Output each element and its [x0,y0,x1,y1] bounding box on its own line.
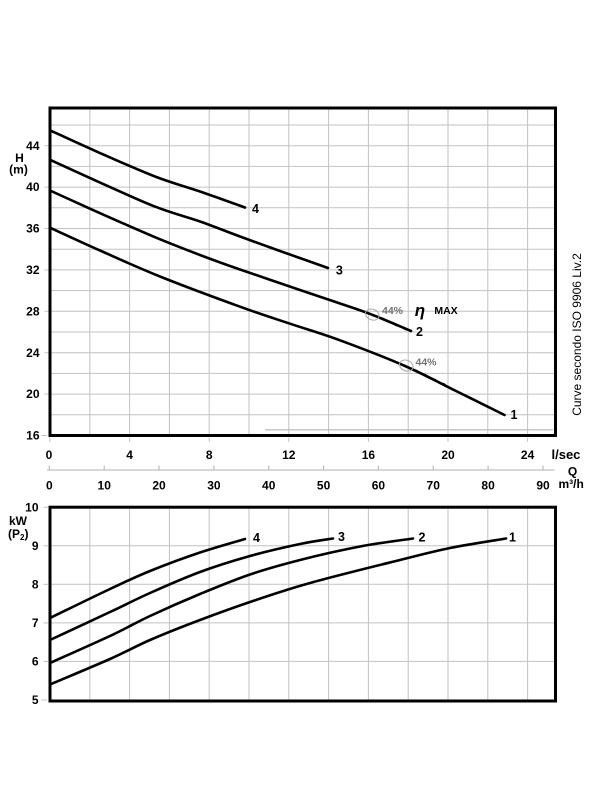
svg-text:9: 9 [32,539,39,553]
svg-text:44%: 44% [415,357,437,369]
svg-text:η: η [415,301,425,320]
svg-text:Q: Q [568,465,577,479]
svg-text:10: 10 [25,500,39,514]
svg-text:6: 6 [32,655,39,669]
svg-text:16: 16 [362,448,376,462]
svg-text:40: 40 [26,180,40,194]
svg-text:44%: 44% [382,305,404,317]
svg-text:8: 8 [206,448,213,462]
svg-text:7: 7 [32,616,39,630]
svg-text:5: 5 [32,693,39,707]
svg-text:2: 2 [419,531,426,545]
svg-text:28: 28 [26,304,40,318]
svg-text:10: 10 [98,479,112,493]
svg-text:H: H [15,151,24,165]
svg-text:44: 44 [26,139,40,153]
svg-text:90: 90 [536,479,550,493]
svg-text:4: 4 [253,531,260,545]
svg-text:30: 30 [207,479,221,493]
svg-text:12: 12 [282,448,296,462]
svg-text:24: 24 [26,346,40,360]
svg-text:1: 1 [511,408,518,422]
svg-text:3: 3 [338,530,345,544]
svg-text:40: 40 [262,479,276,493]
svg-text:Curve secondo ISO 9906 Liv.2: Curve secondo ISO 9906 Liv.2 [570,253,584,416]
svg-text:1: 1 [509,531,516,545]
svg-text:0: 0 [46,448,53,462]
svg-text:16: 16 [26,429,40,443]
svg-text:m³/h: m³/h [559,477,584,491]
svg-text:kW: kW [9,514,28,528]
svg-text:36: 36 [26,222,40,236]
svg-text:20: 20 [26,387,40,401]
svg-text:MAX: MAX [434,305,457,317]
svg-text:50: 50 [317,479,331,493]
svg-text:0: 0 [46,479,53,493]
svg-text:24: 24 [521,448,535,462]
svg-text:20: 20 [441,448,455,462]
svg-text:60: 60 [372,479,386,493]
svg-text:8: 8 [32,578,39,592]
svg-text:(P2): (P2) [8,527,28,542]
svg-text:20: 20 [152,479,166,493]
svg-text:(m): (m) [9,163,28,177]
svg-text:2: 2 [416,325,423,339]
svg-text:l/sec: l/sec [552,447,581,462]
svg-text:4: 4 [126,448,133,462]
svg-text:3: 3 [336,264,343,278]
svg-text:4: 4 [252,202,259,216]
svg-text:32: 32 [26,263,40,277]
svg-text:70: 70 [427,479,441,493]
svg-text:80: 80 [481,479,495,493]
